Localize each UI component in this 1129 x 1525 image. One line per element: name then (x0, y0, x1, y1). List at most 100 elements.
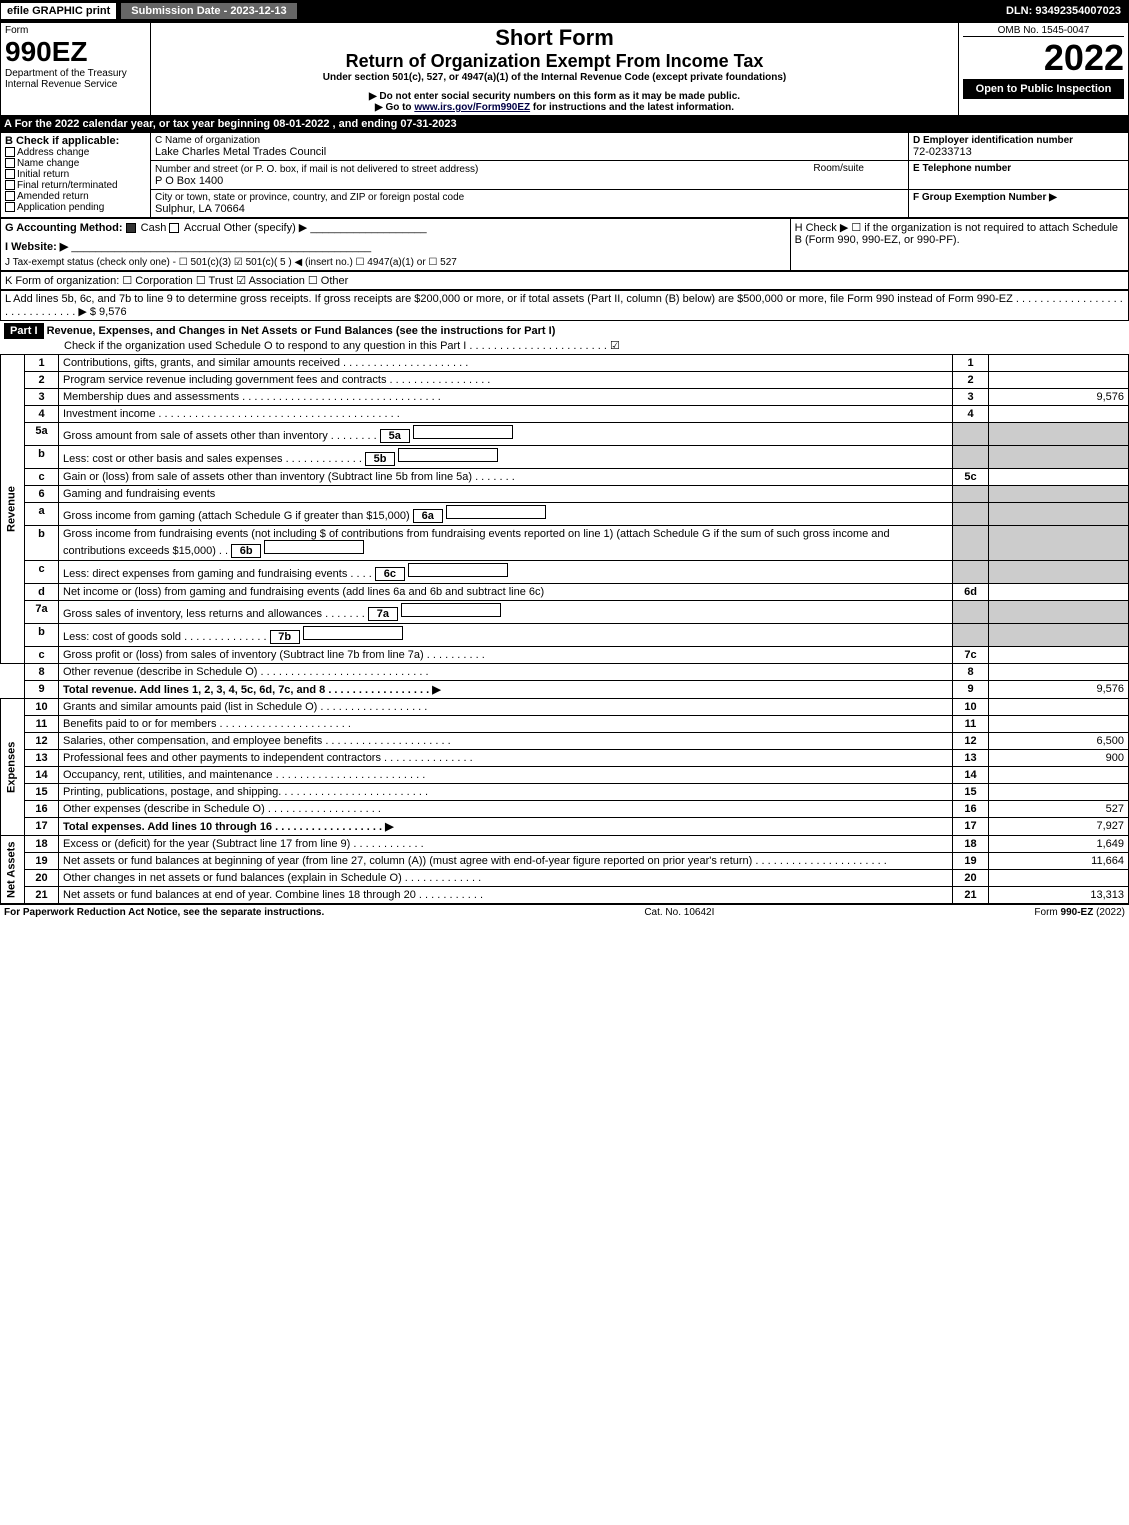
revenue-sidelabel: Revenue (1, 355, 25, 664)
line-6a-text: Gross income from gaming (attach Schedul… (59, 503, 953, 526)
omb-no: OMB No. 1545-0047 (963, 25, 1124, 37)
line-14-no: 14 (25, 767, 59, 784)
gray-cell (953, 423, 989, 446)
cb-amended[interactable]: Amended return (5, 191, 146, 202)
line-20-box: 20 (953, 870, 989, 887)
line-16-text: Other expenses (describe in Schedule O) … (59, 801, 953, 818)
line-20-no: 20 (25, 870, 59, 887)
line-17-val: 7,927 (989, 818, 1129, 836)
dept-label: Department of the Treasury Internal Reve… (5, 68, 146, 90)
city-value: Sulphur, LA 70664 (155, 203, 904, 215)
line-21-box: 21 (953, 887, 989, 904)
gray-cell (989, 423, 1129, 446)
line-4-val (989, 406, 1129, 423)
line-11-box: 11 (953, 716, 989, 733)
line-1-no: 1 (25, 355, 59, 372)
line-13-box: 13 (953, 750, 989, 767)
city-label: City or town, state or province, country… (155, 192, 904, 203)
line-7b-no: b (25, 624, 59, 647)
line-16-val: 527 (989, 801, 1129, 818)
line-12-text: Salaries, other compensation, and employ… (59, 733, 953, 750)
g-h-block: G Accounting Method: Cash Accrual Other … (0, 218, 1129, 271)
cb-final[interactable]: Final return/terminated (5, 180, 146, 191)
line-18-val: 1,649 (989, 836, 1129, 853)
goto-link[interactable]: ▶ Go to www.irs.gov/Form990EZ for instru… (155, 102, 954, 113)
netassets-sidelabel: Net Assets (1, 836, 25, 904)
line-12-no: 12 (25, 733, 59, 750)
line-6b-no: b (25, 526, 59, 561)
line-5b-no: b (25, 446, 59, 469)
short-form-title: Short Form (155, 25, 954, 51)
line-10-box: 10 (953, 699, 989, 716)
line-7c-no: c (25, 647, 59, 664)
line-3-val: 9,576 (989, 389, 1129, 406)
line-7a-no: 7a (25, 601, 59, 624)
line-17-no: 17 (25, 818, 59, 836)
line-2-val (989, 372, 1129, 389)
irs-link[interactable]: www.irs.gov/Form990EZ (414, 102, 530, 113)
line-6d-box: 6d (953, 584, 989, 601)
tax-exempt: J Tax-exempt status (check only one) - ☐… (5, 257, 786, 268)
line-7c-val (989, 647, 1129, 664)
cb-pending[interactable]: Application pending (5, 202, 146, 213)
line-8-box: 8 (953, 664, 989, 681)
line-11-val (989, 716, 1129, 733)
line-5c-no: c (25, 469, 59, 486)
line-11-text: Benefits paid to or for members . . . . … (59, 716, 953, 733)
line-3-box: 3 (953, 389, 989, 406)
dln-label: DLN: 93492354007023 (998, 3, 1129, 19)
cb-accrual[interactable] (169, 223, 179, 233)
line-6c-text: Less: direct expenses from gaming and fu… (59, 561, 953, 584)
line-7c-box: 7c (953, 647, 989, 664)
website-label: I Website: ▶ (5, 241, 68, 253)
line-2-box: 2 (953, 372, 989, 389)
line-9-box: 9 (953, 681, 989, 699)
under-section: Under section 501(c), 527, or 4947(a)(1)… (155, 72, 954, 83)
header-block: Form 990EZ Department of the Treasury In… (0, 22, 1129, 116)
line-14-text: Occupancy, rent, utilities, and maintena… (59, 767, 953, 784)
section-b-title: B Check if applicable: (5, 135, 146, 147)
line-5a-text: Gross amount from sale of assets other t… (59, 423, 953, 446)
line-17-text: Total expenses. Add lines 10 through 16 … (59, 818, 953, 836)
line-14-val (989, 767, 1129, 784)
line-10-val (989, 699, 1129, 716)
part1-check: Check if the organization used Schedule … (64, 339, 1125, 352)
line-1-val (989, 355, 1129, 372)
line-13-val: 900 (989, 750, 1129, 767)
cb-initial[interactable]: Initial return (5, 169, 146, 180)
room-label: Room/suite (813, 163, 864, 174)
line-4-no: 4 (25, 406, 59, 423)
line-5c-text: Gain or (loss) from sale of assets other… (59, 469, 953, 486)
accounting-label: G Accounting Method: (5, 222, 123, 234)
line-21-text: Net assets or fund balances at end of ye… (59, 887, 953, 904)
line-18-text: Excess or (deficit) for the year (Subtra… (59, 836, 953, 853)
form-ref: Form 990-EZ (2022) (1034, 907, 1125, 918)
line-4-box: 4 (953, 406, 989, 423)
line-9-val: 9,576 (989, 681, 1129, 699)
line-7b-text: Less: cost of goods sold . . . . . . . .… (59, 624, 953, 647)
line-10-no: 10 (25, 699, 59, 716)
line-16-no: 16 (25, 801, 59, 818)
line-17-box: 17 (953, 818, 989, 836)
line-5b-text: Less: cost or other basis and sales expe… (59, 446, 953, 469)
line-6a-no: a (25, 503, 59, 526)
line-6-no: 6 (25, 486, 59, 503)
line-5c-box: 5c (953, 469, 989, 486)
group-label: F Group Exemption Number ▶ (913, 192, 1057, 203)
part1-label: Part I (4, 323, 44, 339)
line-6-text: Gaming and fundraising events (59, 486, 953, 503)
line-20-text: Other changes in net assets or fund bala… (59, 870, 953, 887)
line-2-text: Program service revenue including govern… (59, 372, 953, 389)
line-10-text: Grants and similar amounts paid (list in… (59, 699, 953, 716)
name-label: C Name of organization (155, 135, 904, 146)
street-label: Number and street (or P. O. box, if mail… (155, 164, 478, 175)
tax-year: 2022 (963, 37, 1124, 79)
line-12-box: 12 (953, 733, 989, 750)
cb-name[interactable]: Name change (5, 158, 146, 169)
cb-cash[interactable] (126, 223, 136, 233)
other-specify: Other (specify) ▶ (224, 222, 308, 234)
cb-address[interactable]: Address change (5, 147, 146, 158)
identity-block: B Check if applicable: Address change Na… (0, 132, 1129, 218)
line-15-box: 15 (953, 784, 989, 801)
page-footer: For Paperwork Reduction Act Notice, see … (0, 904, 1129, 920)
